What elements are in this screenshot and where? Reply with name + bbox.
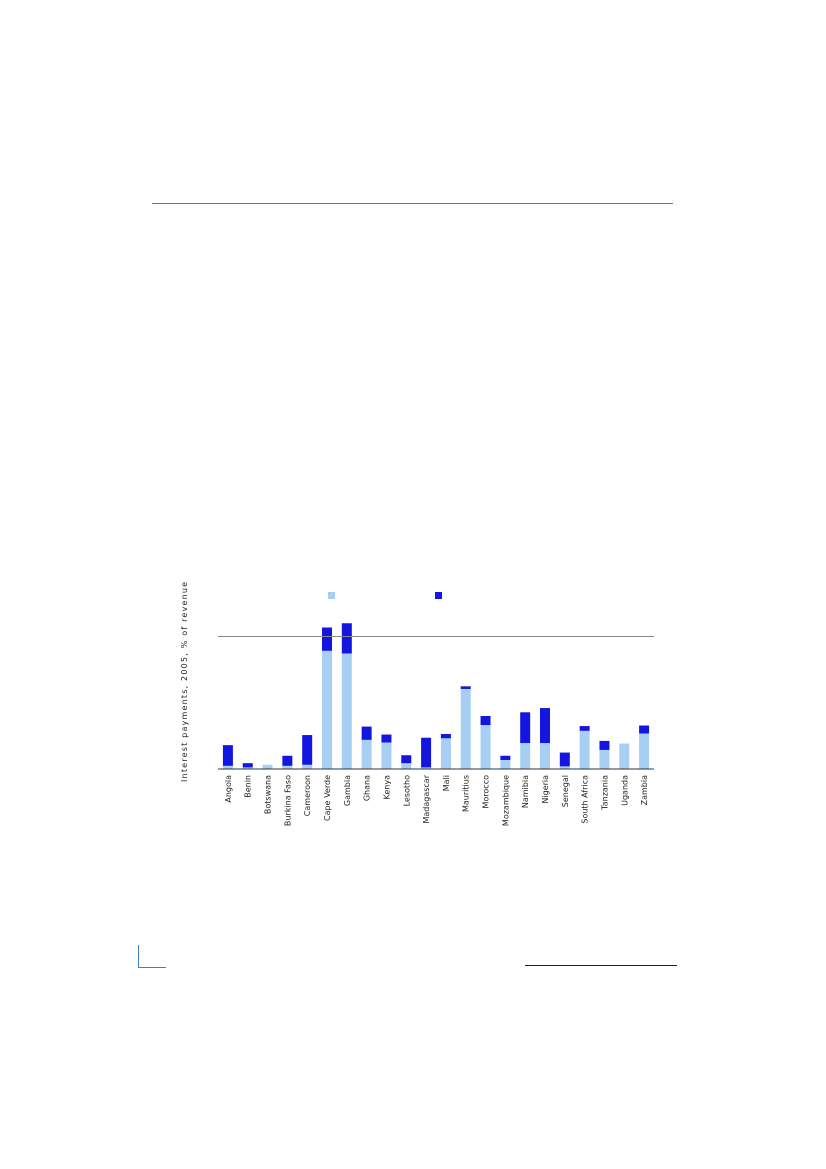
bar-series1-ghana bbox=[361, 739, 372, 769]
bar-series1-angola bbox=[222, 765, 233, 769]
x-tick-label: Gambia bbox=[343, 775, 352, 806]
bar-series2-tanzania bbox=[599, 740, 610, 750]
x-tick-label: Burkina Faso bbox=[283, 775, 292, 826]
bar-series2-gambia bbox=[341, 623, 352, 654]
x-tick-label: Botswana bbox=[264, 775, 273, 814]
footer-corner-horizontal bbox=[138, 967, 166, 968]
chart-legend bbox=[328, 592, 442, 599]
x-tick-label: Zambia bbox=[640, 775, 649, 805]
x-tick-labels: Angola Benin Botswana Burkina Faso Cameroon C… bbox=[224, 774, 649, 826]
bar-series1-morocco bbox=[480, 725, 491, 769]
footer-rule bbox=[525, 965, 677, 966]
bar-series1-tanzania bbox=[599, 749, 610, 769]
bar-series1-madagascar bbox=[421, 767, 432, 769]
bar-series1-cameroon bbox=[302, 764, 313, 769]
bar-series1-mozambique bbox=[500, 759, 511, 769]
x-tick-label: Ghana bbox=[363, 775, 372, 801]
bar-series1-namibia bbox=[520, 743, 531, 769]
x-tick-label: Uganda bbox=[620, 775, 629, 806]
x-tick-label: Namibia bbox=[521, 775, 530, 808]
x-tick-label: Morocco bbox=[482, 775, 491, 809]
bar-series2-kenya bbox=[381, 734, 392, 743]
bar-series2-ghana bbox=[361, 726, 372, 740]
x-tick-label: Mali bbox=[442, 775, 451, 791]
bar-series1-gambia bbox=[341, 653, 352, 769]
bar-series2-angola bbox=[222, 745, 233, 766]
bar-series2-mozambique bbox=[500, 755, 511, 760]
bar-series2-south-africa bbox=[579, 726, 590, 731]
bar-series2-senegal bbox=[559, 752, 570, 767]
bar-series1-senegal bbox=[559, 766, 570, 769]
header-rule bbox=[152, 203, 673, 204]
bar-series2-cape-verde bbox=[322, 627, 332, 651]
legend-swatch-series2 bbox=[435, 592, 442, 599]
x-tick-label: South Africa bbox=[581, 775, 590, 824]
bar-series1-cape-verde bbox=[322, 650, 332, 769]
bar-series2-burkina-faso bbox=[282, 755, 293, 766]
bar-series2-mali bbox=[440, 734, 451, 739]
bar-series2-lesotho bbox=[401, 755, 412, 764]
bar-series1-lesotho bbox=[401, 763, 412, 769]
legend-swatch-series1 bbox=[328, 592, 335, 599]
bar-series2-namibia bbox=[520, 712, 531, 744]
bar-series2-nigeria bbox=[540, 708, 550, 744]
bar-series2-madagascar bbox=[421, 737, 432, 768]
x-tick-label: Mozambique bbox=[501, 775, 510, 826]
x-tick-label: Madagascar bbox=[422, 774, 431, 823]
x-tick-label: Benin bbox=[244, 775, 253, 798]
bars-group bbox=[222, 623, 650, 769]
bar-series2-benin bbox=[242, 763, 253, 768]
bar-series2-morocco bbox=[480, 716, 491, 726]
bar-series1-south-africa bbox=[579, 730, 590, 769]
bar-series1-nigeria bbox=[540, 743, 550, 769]
bar-series1-zambia bbox=[639, 733, 650, 769]
x-tick-label: Lesotho bbox=[402, 775, 411, 807]
bar-series1-kenya bbox=[381, 742, 392, 769]
bar-series2-cameroon bbox=[302, 735, 313, 765]
bar-series1-benin bbox=[242, 767, 253, 769]
x-tick-label: Senegal bbox=[561, 775, 570, 807]
bar-series1-burkina-faso bbox=[282, 765, 293, 769]
x-tick-label: Cape Verde bbox=[323, 775, 332, 821]
bar-series2-zambia bbox=[639, 725, 650, 734]
footer-corner-vertical bbox=[138, 945, 139, 967]
x-tick-label: Tanzania bbox=[600, 775, 609, 811]
y-axis-label: Interest payments, 2005, % of revenue bbox=[180, 581, 189, 782]
bar-series2-mauritius bbox=[460, 686, 471, 689]
x-tick-label: Angola bbox=[224, 775, 233, 803]
bar-series1-mali bbox=[440, 738, 451, 769]
x-tick-label: Nigeria bbox=[541, 775, 550, 804]
bar-series1-uganda bbox=[619, 743, 630, 769]
x-tick-label: Cameroon bbox=[303, 775, 312, 816]
bar-series1-botswana bbox=[262, 764, 273, 769]
bar-series1-mauritius bbox=[460, 688, 471, 769]
x-tick-label: Mauritius bbox=[462, 775, 471, 812]
x-tick-label: Kenya bbox=[382, 775, 391, 800]
